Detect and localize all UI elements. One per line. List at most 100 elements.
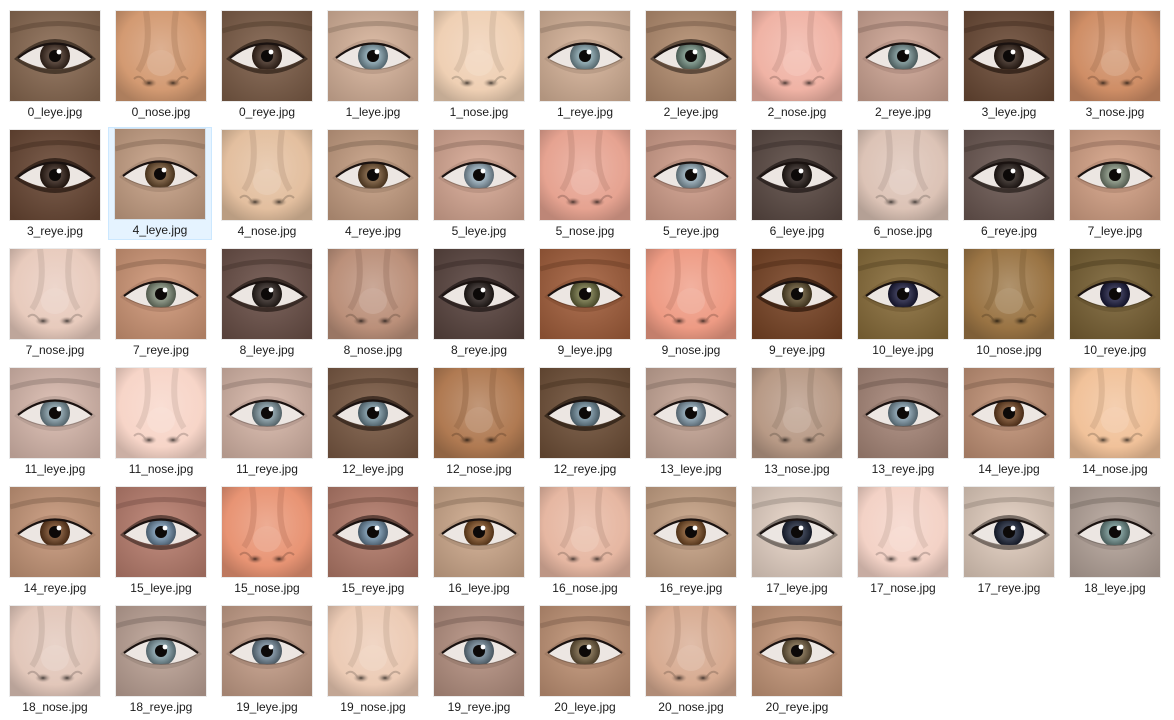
file-name-label[interactable]: 11_leye.jpg <box>24 462 86 476</box>
nose-thumbnail[interactable] <box>858 130 948 220</box>
file-item[interactable]: 0_leye.jpg <box>3 9 107 122</box>
file-item[interactable]: 10_reye.jpg <box>1063 247 1167 360</box>
nose-thumbnail[interactable] <box>116 368 206 458</box>
file-item[interactable]: 13_nose.jpg <box>745 366 849 479</box>
file-name-label[interactable]: 2_nose.jpg <box>767 105 827 119</box>
file-name-label[interactable]: 6_reye.jpg <box>980 224 1038 238</box>
file-item[interactable]: 3_reye.jpg <box>3 128 107 241</box>
file-name-label[interactable]: 7_reye.jpg <box>132 343 190 357</box>
file-item[interactable]: 9_nose.jpg <box>639 247 743 360</box>
file-item[interactable]: 7_nose.jpg <box>3 247 107 360</box>
file-name-label[interactable]: 4_nose.jpg <box>237 224 297 238</box>
file-name-label[interactable]: 0_nose.jpg <box>131 105 191 119</box>
file-name-label[interactable]: 10_nose.jpg <box>976 343 1042 357</box>
eye-thumbnail[interactable] <box>540 606 630 696</box>
file-name-label[interactable]: 3_nose.jpg <box>1085 105 1145 119</box>
file-item[interactable]: 4_leye.jpg <box>108 127 212 240</box>
file-name-label[interactable]: 4_reye.jpg <box>344 224 402 238</box>
file-name-label[interactable]: 0_leye.jpg <box>27 105 83 119</box>
file-name-label[interactable]: 18_leye.jpg <box>1084 581 1146 595</box>
file-name-label[interactable]: 5_reye.jpg <box>662 224 720 238</box>
nose-thumbnail[interactable] <box>1070 368 1160 458</box>
file-item[interactable]: 5_reye.jpg <box>639 128 743 241</box>
eye-thumbnail[interactable] <box>116 606 206 696</box>
nose-thumbnail[interactable] <box>328 249 418 339</box>
file-name-label[interactable]: 7_nose.jpg <box>25 343 85 357</box>
file-item[interactable]: 12_nose.jpg <box>427 366 531 479</box>
file-item[interactable]: 12_reye.jpg <box>533 366 637 479</box>
eye-thumbnail[interactable] <box>10 368 100 458</box>
eye-thumbnail[interactable] <box>328 11 418 101</box>
file-item[interactable]: 6_reye.jpg <box>957 128 1061 241</box>
file-name-label[interactable]: 4_leye.jpg <box>132 223 188 237</box>
file-name-label[interactable]: 16_leye.jpg <box>448 581 510 595</box>
eye-thumbnail[interactable] <box>858 11 948 101</box>
file-item[interactable]: 15_nose.jpg <box>215 485 319 598</box>
file-item[interactable]: 20_nose.jpg <box>639 604 743 717</box>
eye-thumbnail[interactable] <box>1070 249 1160 339</box>
file-name-label[interactable]: 11_nose.jpg <box>128 462 194 476</box>
file-name-label[interactable]: 8_nose.jpg <box>343 343 403 357</box>
eye-thumbnail[interactable] <box>646 130 736 220</box>
nose-thumbnail[interactable] <box>10 249 100 339</box>
file-item[interactable]: 20_leye.jpg <box>533 604 637 717</box>
file-item[interactable]: 18_reye.jpg <box>109 604 213 717</box>
eye-thumbnail[interactable] <box>752 606 842 696</box>
file-item[interactable]: 5_nose.jpg <box>533 128 637 241</box>
file-item[interactable]: 8_leye.jpg <box>215 247 319 360</box>
file-item[interactable]: 13_leye.jpg <box>639 366 743 479</box>
file-item[interactable]: 14_nose.jpg <box>1063 366 1167 479</box>
file-name-label[interactable]: 0_reye.jpg <box>238 105 296 119</box>
eye-thumbnail[interactable] <box>328 130 418 220</box>
file-name-label[interactable]: 14_nose.jpg <box>1082 462 1148 476</box>
file-item[interactable]: 6_nose.jpg <box>851 128 955 241</box>
file-item[interactable]: 13_reye.jpg <box>851 366 955 479</box>
file-item[interactable]: 18_nose.jpg <box>3 604 107 717</box>
file-item[interactable]: 19_leye.jpg <box>215 604 319 717</box>
eye-thumbnail[interactable] <box>964 368 1054 458</box>
file-name-label[interactable]: 6_leye.jpg <box>769 224 825 238</box>
nose-thumbnail[interactable] <box>540 487 630 577</box>
file-item[interactable]: 19_reye.jpg <box>427 604 531 717</box>
eye-thumbnail[interactable] <box>222 11 312 101</box>
file-item[interactable]: 11_reye.jpg <box>215 366 319 479</box>
nose-thumbnail[interactable] <box>222 130 312 220</box>
file-name-label[interactable]: 6_nose.jpg <box>873 224 933 238</box>
file-item[interactable]: 19_nose.jpg <box>321 604 425 717</box>
eye-thumbnail[interactable] <box>752 487 842 577</box>
eye-thumbnail[interactable] <box>10 487 100 577</box>
nose-thumbnail[interactable] <box>858 487 948 577</box>
nose-thumbnail[interactable] <box>540 130 630 220</box>
eye-thumbnail[interactable] <box>964 11 1054 101</box>
file-name-label[interactable]: 10_reye.jpg <box>1083 343 1147 357</box>
eye-thumbnail[interactable] <box>116 249 206 339</box>
file-name-label[interactable]: 11_reye.jpg <box>236 462 298 476</box>
eye-thumbnail[interactable] <box>858 368 948 458</box>
file-item[interactable]: 7_reye.jpg <box>109 247 213 360</box>
file-item[interactable]: 0_reye.jpg <box>215 9 319 122</box>
nose-thumbnail[interactable] <box>646 249 736 339</box>
nose-thumbnail[interactable] <box>434 11 524 101</box>
file-name-label[interactable]: 10_leye.jpg <box>872 343 934 357</box>
file-item[interactable]: 18_leye.jpg <box>1063 485 1167 598</box>
eye-thumbnail[interactable] <box>646 11 736 101</box>
file-item[interactable]: 20_reye.jpg <box>745 604 849 717</box>
file-item[interactable]: 1_leye.jpg <box>321 9 425 122</box>
file-item[interactable]: 8_nose.jpg <box>321 247 425 360</box>
eye-thumbnail[interactable] <box>222 368 312 458</box>
file-name-label[interactable]: 7_leye.jpg <box>1087 224 1143 238</box>
file-item[interactable]: 7_leye.jpg <box>1063 128 1167 241</box>
file-name-label[interactable]: 12_reye.jpg <box>553 462 617 476</box>
eye-thumbnail[interactable] <box>752 130 842 220</box>
eye-thumbnail[interactable] <box>540 11 630 101</box>
file-item[interactable]: 14_reye.jpg <box>3 485 107 598</box>
file-item[interactable]: 10_nose.jpg <box>957 247 1061 360</box>
file-item[interactable]: 17_nose.jpg <box>851 485 955 598</box>
file-name-label[interactable]: 1_nose.jpg <box>449 105 509 119</box>
file-item[interactable]: 16_reye.jpg <box>639 485 743 598</box>
eye-thumbnail[interactable] <box>964 487 1054 577</box>
file-name-label[interactable]: 8_leye.jpg <box>239 343 295 357</box>
file-item[interactable]: 15_leye.jpg <box>109 485 213 598</box>
file-item[interactable]: 3_nose.jpg <box>1063 9 1167 122</box>
nose-thumbnail[interactable] <box>328 606 418 696</box>
